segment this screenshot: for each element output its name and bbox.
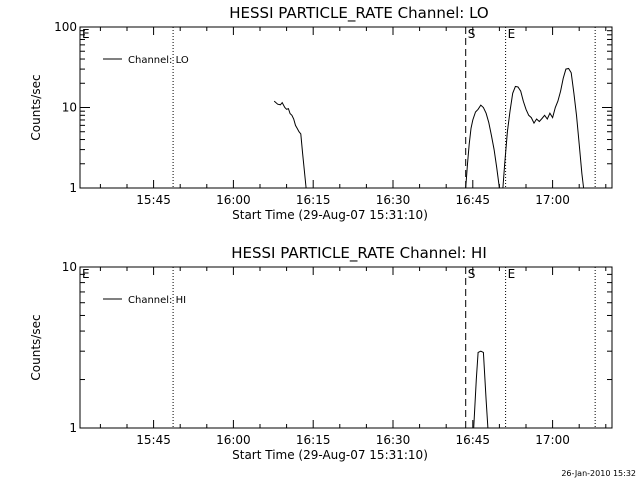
event-marker-label: E: [508, 27, 516, 41]
plot-frame: [79, 266, 613, 429]
x-axis-label: Start Time (29-Aug-07 15:31:10): [232, 208, 428, 222]
x-tick-label: 15:45: [136, 433, 171, 447]
x-axis-label: Start Time (29-Aug-07 15:31:10): [232, 448, 428, 462]
series-line-channel-lo: [273, 100, 307, 189]
y-axis-label: Counts/sec: [29, 74, 43, 140]
series-line-channel-lo: [465, 104, 500, 189]
x-tick-label: 16:45: [455, 193, 490, 207]
footer-timestamp: 26-Jan-2010 15:32: [561, 469, 636, 478]
x-tick-label: 16:45: [455, 433, 490, 447]
chart-panel-hi: HESSI PARTICLE_RATE Channel: HI 15:45 16:0…: [29, 244, 613, 462]
event-marker-label: E: [82, 27, 90, 41]
x-tick-label: 16:15: [296, 193, 331, 207]
x-tick-label: 16:00: [216, 433, 251, 447]
chart-title: HESSI PARTICLE_RATE Channel: HI: [231, 244, 487, 263]
event-marker-label: S: [468, 27, 476, 41]
legend-label: Channel: HI: [128, 295, 186, 306]
event-marker-label: E: [82, 267, 90, 281]
legend-label: Channel: LO: [128, 55, 189, 66]
chart-panel-lo: HESSI PARTICLE_RATE Channel: LO 15:45 16:0…: [29, 4, 613, 222]
x-tick-label: 16:00: [216, 193, 251, 207]
y-tick-label: 1: [69, 421, 77, 435]
x-tick-label: 16:30: [376, 433, 411, 447]
x-tick-label: 17:00: [535, 193, 570, 207]
plot-frame: [79, 26, 613, 189]
y-tick-label: 1: [69, 181, 77, 195]
y-axis-label: Counts/sec: [29, 314, 43, 380]
series-line-channel-hi: [473, 350, 489, 429]
y-tick-label: 100: [54, 20, 77, 34]
x-tick-label: 16:30: [376, 193, 411, 207]
y-tick-label: 10: [62, 101, 77, 115]
x-tick-label: 17:00: [535, 433, 570, 447]
chart-title: HESSI PARTICLE_RATE Channel: LO: [229, 4, 488, 23]
event-marker-label: S: [468, 267, 476, 281]
event-marker-label: E: [508, 267, 516, 281]
series-line-channel-lo: [502, 67, 585, 189]
y-tick-label: 10: [62, 260, 77, 274]
x-tick-label: 15:45: [136, 193, 171, 207]
x-tick-label: 16:15: [296, 433, 331, 447]
